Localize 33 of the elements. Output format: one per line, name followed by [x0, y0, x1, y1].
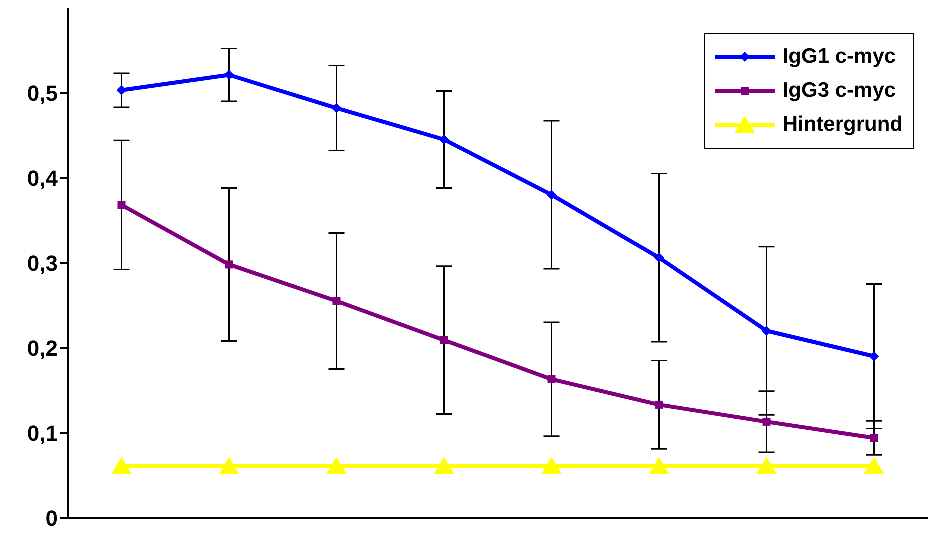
point [762, 418, 771, 426]
point [326, 457, 347, 474]
y-tick-label: 0,5 [27, 80, 58, 106]
point [225, 260, 234, 269]
point [332, 103, 342, 114]
legend-label: IgG3 c-myc [782, 79, 896, 103]
point [870, 434, 878, 442]
y-tick-label: 0 [46, 506, 58, 531]
point [118, 201, 126, 210]
point [756, 457, 777, 474]
point [649, 457, 670, 474]
point [440, 336, 448, 344]
point [548, 375, 556, 384]
legend-label: IgG1 c-myc [782, 45, 896, 69]
point [869, 352, 880, 362]
point [542, 457, 562, 474]
point [116, 85, 127, 96]
y-tick-label: 0,3 [27, 250, 58, 276]
point [224, 70, 234, 80]
y-tick-label: 0,4 [27, 166, 59, 191]
point [655, 400, 664, 409]
legend-label: Hintergrund [782, 113, 903, 137]
point [762, 326, 772, 336]
point [439, 134, 450, 145]
y-tick-label: 0,1 [27, 420, 58, 446]
point [112, 457, 132, 474]
point [654, 252, 664, 263]
y-tick-label: 0,2 [27, 336, 58, 361]
point [219, 457, 240, 474]
point [546, 190, 557, 200]
point [864, 457, 884, 474]
point [332, 297, 341, 306]
point [434, 457, 454, 474]
